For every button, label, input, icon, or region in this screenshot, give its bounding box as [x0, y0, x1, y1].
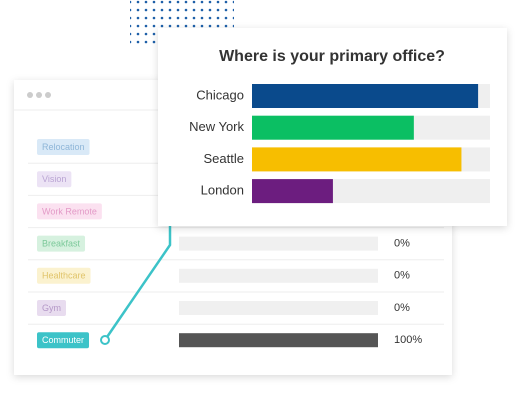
tag-label: Work Remote — [42, 206, 97, 216]
tag — [37, 171, 72, 188]
bar-track — [179, 236, 378, 251]
value-label: 0% — [394, 302, 410, 314]
bar — [252, 84, 479, 108]
category-label: Seattle — [204, 151, 244, 166]
category-label: London — [201, 183, 244, 198]
tag — [37, 139, 90, 155]
window-dot — [45, 92, 51, 98]
tag — [37, 267, 91, 284]
bar — [252, 115, 414, 140]
tag-label: Gym — [42, 303, 61, 313]
tag-label: Vision — [42, 174, 66, 184]
tag — [37, 332, 90, 349]
category-label: New York — [189, 119, 244, 134]
bar — [252, 179, 333, 204]
tag-label: Commuter — [42, 335, 84, 345]
window-dot — [27, 92, 33, 98]
bar — [179, 333, 378, 348]
value-label: 0% — [394, 270, 410, 282]
window-dot — [36, 92, 42, 98]
tag — [37, 235, 86, 252]
bar-track — [179, 268, 378, 283]
question-popup: Where is your primary office? Chicago New… — [158, 28, 507, 226]
tag-label: Relocation — [42, 142, 85, 152]
value-label: 0% — [394, 238, 410, 250]
category-label: Chicago — [196, 87, 244, 102]
tag — [37, 203, 102, 220]
tag-label: Healthcare — [42, 271, 86, 281]
tag — [37, 300, 66, 316]
chart-title: Where is your primary office? — [219, 48, 445, 65]
value-label: 100% — [394, 334, 422, 346]
bar-track — [179, 301, 378, 315]
bar — [252, 147, 462, 172]
connector-end — [100, 335, 110, 345]
tag-label: Breakfast — [42, 238, 81, 248]
